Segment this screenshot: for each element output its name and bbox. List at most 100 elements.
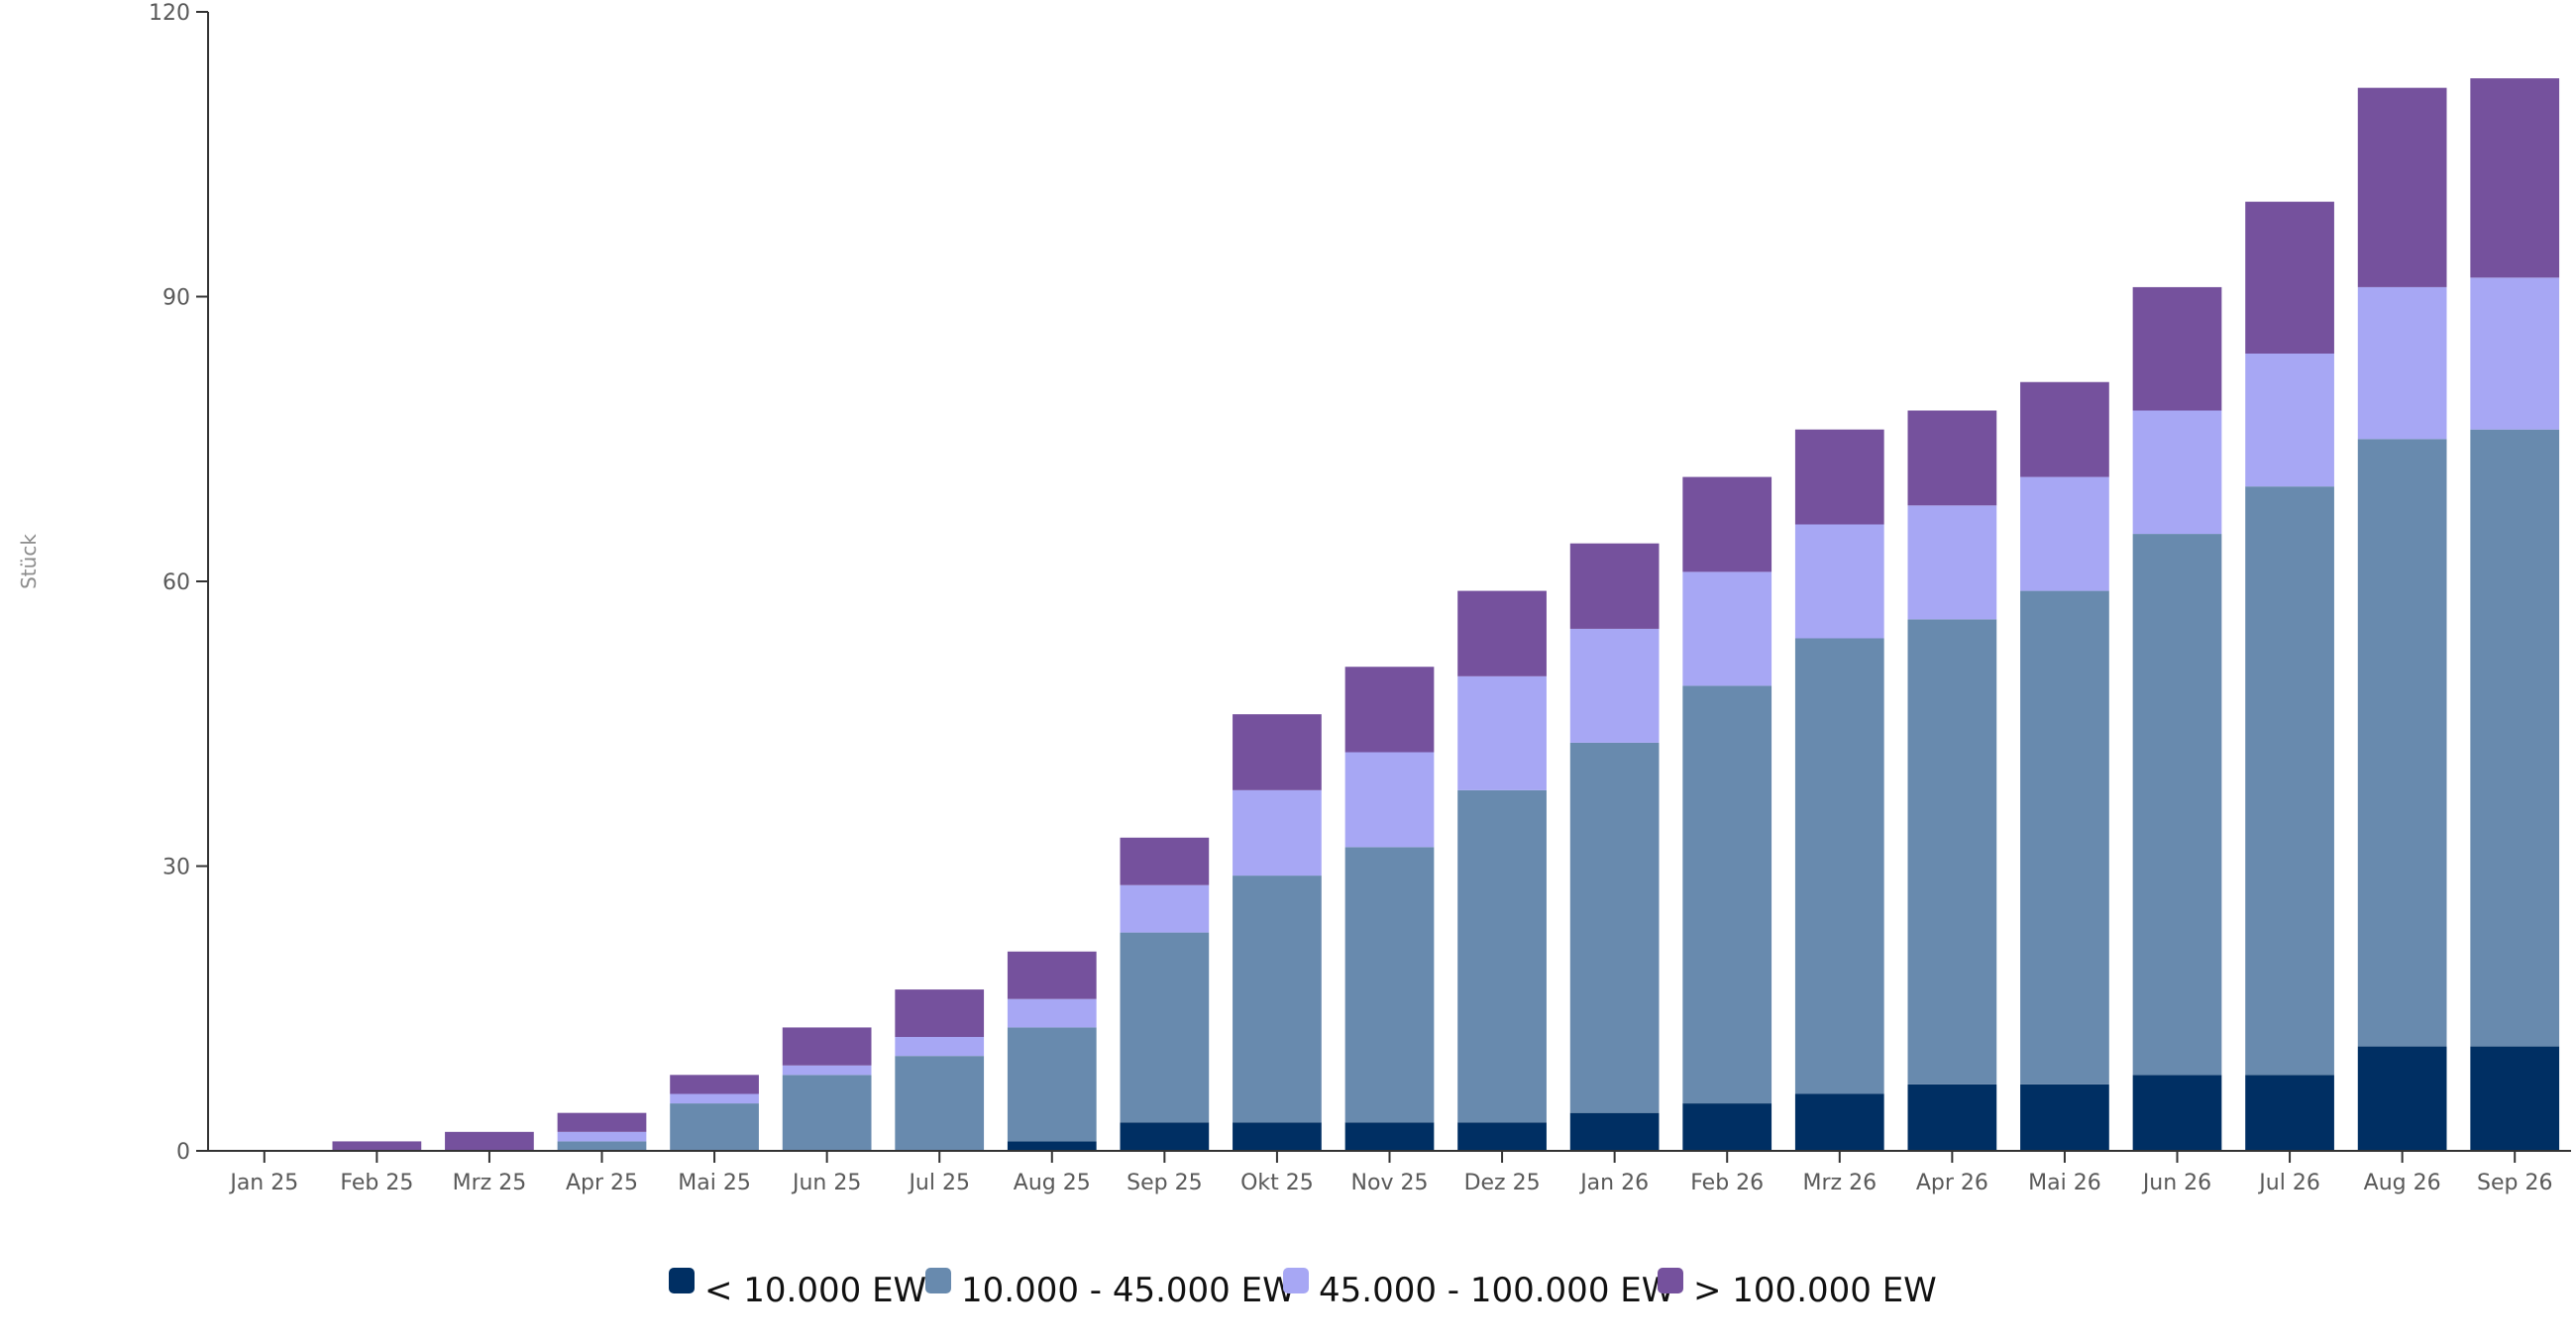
- bar-segment-3[interactable]: [2245, 354, 2334, 487]
- bar-segment-3[interactable]: [782, 1065, 872, 1076]
- bar-segment-2[interactable]: [2020, 590, 2109, 1085]
- bar-segment-4[interactable]: [1233, 714, 1322, 790]
- legend-item-1[interactable]: < 10.000 EW: [669, 1268, 926, 1310]
- x-tick-label: Jan 25: [228, 1171, 298, 1195]
- legend-swatch: [1658, 1268, 1683, 1293]
- x-tick-label: Apr 25: [566, 1171, 638, 1195]
- bar-segment-2[interactable]: [1457, 789, 1547, 1123]
- bar-segment-1[interactable]: [1233, 1122, 1322, 1151]
- bar-segment-1[interactable]: [1682, 1103, 1772, 1151]
- bar-segment-4[interactable]: [1569, 543, 1660, 629]
- legend-item-3[interactable]: 45.000 - 100.000 EW: [1283, 1268, 1674, 1310]
- bar-segment-4[interactable]: [2132, 286, 2222, 411]
- bars: [332, 78, 2560, 1152]
- bar-segment-3[interactable]: [2470, 277, 2560, 430]
- legend-label: 10.000 - 45.000 EW: [961, 1271, 1296, 1310]
- bar-segment-4[interactable]: [1344, 667, 1435, 753]
- bar-segment-1[interactable]: [2245, 1075, 2334, 1151]
- bar-segment-3[interactable]: [2132, 410, 2222, 535]
- bar-segment-4[interactable]: [895, 989, 985, 1037]
- bar-segment-2[interactable]: [2245, 486, 2334, 1076]
- bar-segment-1[interactable]: [2132, 1075, 2222, 1151]
- x-tick-label: Okt 25: [1240, 1171, 1314, 1195]
- bar-segment-2[interactable]: [670, 1103, 759, 1151]
- bar-segment-1[interactable]: [1344, 1122, 1435, 1151]
- bar-segment-1[interactable]: [2020, 1084, 2109, 1151]
- x-tick-label: Sep 25: [1127, 1171, 1202, 1195]
- y-axis-ticks: 0 30 60 90 120: [149, 1, 208, 1165]
- bar-segment-4[interactable]: [1907, 410, 1997, 506]
- bar-segment-3[interactable]: [1007, 998, 1097, 1028]
- bar-segment-2[interactable]: [1682, 685, 1772, 1104]
- bar-segment-2[interactable]: [1344, 847, 1435, 1123]
- bar-segment-3[interactable]: [1682, 571, 1772, 686]
- bar-segment-3[interactable]: [895, 1037, 985, 1057]
- bar-segment-3[interactable]: [1907, 505, 1997, 620]
- bar-segment-1[interactable]: [2357, 1046, 2447, 1151]
- bar-segment-1[interactable]: [1794, 1093, 1884, 1152]
- bar-segment-1[interactable]: [1007, 1141, 1097, 1151]
- x-tick-label: Feb 25: [340, 1171, 413, 1195]
- bar-segment-4[interactable]: [1794, 429, 1884, 525]
- bar-segment-3[interactable]: [1120, 884, 1210, 933]
- bar-segment-1[interactable]: [1569, 1112, 1660, 1151]
- bar-segment-2[interactable]: [1569, 742, 1660, 1113]
- bar-segment-3[interactable]: [1457, 675, 1547, 790]
- bar-segment-4[interactable]: [557, 1112, 647, 1132]
- bar-segment-3[interactable]: [1344, 752, 1435, 848]
- x-tick-label: Apr 26: [1916, 1171, 1988, 1195]
- x-tick-label: Feb 26: [1690, 1171, 1764, 1195]
- bar-segment-4[interactable]: [2245, 201, 2334, 354]
- x-tick-label: Jul 26: [2257, 1171, 2320, 1195]
- x-tick-label: Mai 26: [2028, 1171, 2101, 1195]
- bar-segment-3[interactable]: [2020, 476, 2109, 591]
- bar-segment-1[interactable]: [1457, 1122, 1547, 1151]
- bar-segment-2[interactable]: [1794, 638, 1884, 1094]
- bar-segment-4[interactable]: [1007, 951, 1097, 999]
- bar-segment-4[interactable]: [782, 1027, 872, 1066]
- bar-segment-4[interactable]: [2357, 87, 2447, 287]
- bar-segment-2[interactable]: [2357, 439, 2447, 1047]
- x-tick-label: Mrz 26: [1803, 1171, 1878, 1195]
- bar-segment-1[interactable]: [1907, 1084, 1997, 1151]
- bar-segment-2[interactable]: [1907, 619, 1997, 1085]
- bar-segment-4[interactable]: [1457, 590, 1547, 676]
- bar-segment-4[interactable]: [332, 1141, 422, 1151]
- bar-segment-4[interactable]: [1120, 837, 1210, 885]
- y-axis-title: Stück: [17, 534, 41, 589]
- bar-segment-1[interactable]: [1120, 1122, 1210, 1151]
- bar-segment-2[interactable]: [1007, 1027, 1097, 1142]
- bar-segment-3[interactable]: [557, 1131, 647, 1142]
- bar-segment-2[interactable]: [2470, 429, 2560, 1047]
- bar-segment-3[interactable]: [1569, 628, 1660, 743]
- bar-segment-4[interactable]: [670, 1075, 759, 1094]
- bar-segment-1[interactable]: [2470, 1046, 2560, 1151]
- legend: < 10.000 EW 10.000 - 45.000 EW 45.000 - 10…: [669, 1268, 1937, 1310]
- legend-label: < 10.000 EW: [704, 1271, 926, 1310]
- bar-segment-2[interactable]: [895, 1056, 985, 1151]
- bar-segment-4[interactable]: [445, 1131, 534, 1151]
- x-tick-label: Mai 25: [678, 1171, 751, 1195]
- bar-segment-2[interactable]: [2132, 534, 2222, 1076]
- x-tick-label: Mrz 25: [453, 1171, 527, 1195]
- bar-segment-3[interactable]: [1794, 524, 1884, 639]
- legend-swatch: [669, 1268, 695, 1293]
- bar-segment-3[interactable]: [670, 1093, 759, 1104]
- bar-segment-2[interactable]: [1233, 876, 1322, 1123]
- bar-segment-2[interactable]: [557, 1141, 647, 1151]
- legend-item-4[interactable]: > 100.000 EW: [1658, 1268, 1937, 1310]
- x-tick-label: Aug 26: [2364, 1171, 2441, 1195]
- bar-segment-4[interactable]: [2470, 78, 2560, 278]
- bar-segment-3[interactable]: [1233, 789, 1322, 877]
- bar-segment-3[interactable]: [2357, 286, 2447, 440]
- x-tick-label: Jul 25: [907, 1171, 970, 1195]
- y-tick-label: 60: [162, 570, 190, 595]
- legend-label: > 100.000 EW: [1693, 1271, 1937, 1310]
- bar-segment-4[interactable]: [2020, 381, 2109, 477]
- bar-segment-2[interactable]: [1120, 932, 1210, 1123]
- legend-item-2[interactable]: 10.000 - 45.000 EW: [925, 1268, 1296, 1310]
- bar-segment-2[interactable]: [782, 1075, 872, 1151]
- bar-segment-4[interactable]: [1682, 476, 1772, 572]
- legend-swatch: [1283, 1268, 1309, 1293]
